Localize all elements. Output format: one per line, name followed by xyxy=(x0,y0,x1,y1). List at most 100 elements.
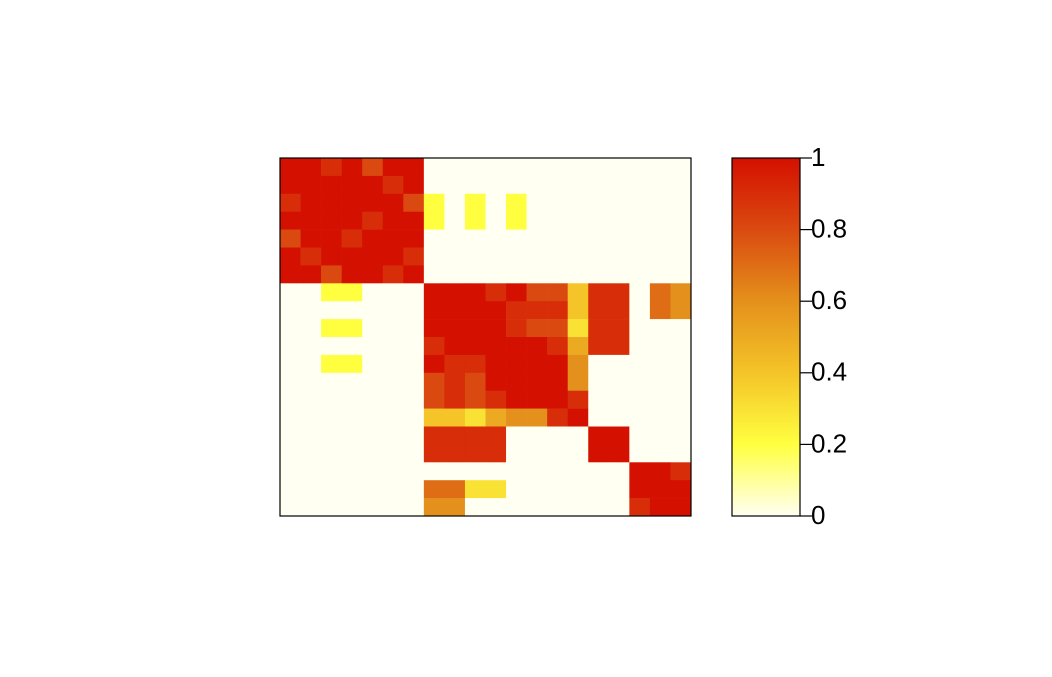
heatmap-cell xyxy=(341,372,363,391)
heatmap-cell xyxy=(629,444,651,463)
heatmap-cell xyxy=(403,372,425,391)
heatmap-cell xyxy=(444,337,466,356)
heatmap-cell xyxy=(547,175,568,195)
heatmap-cell xyxy=(547,193,568,212)
heatmap-cell xyxy=(382,462,404,481)
heatmap-cell xyxy=(341,354,363,374)
heatmap-cell xyxy=(341,408,363,427)
heatmap-cell xyxy=(608,193,630,212)
heatmap-cell xyxy=(362,337,384,356)
heatmap-cell xyxy=(321,211,342,230)
heatmap-cell xyxy=(300,390,322,409)
heatmap-cell xyxy=(382,283,404,302)
heatmap-cell xyxy=(423,211,445,230)
colorbar-tick-label: 0.6 xyxy=(811,285,847,315)
heatmap-cell xyxy=(423,372,445,391)
heatmap-cell xyxy=(321,498,342,517)
heatmap-cell xyxy=(608,390,630,409)
heatmap-cell xyxy=(608,211,630,230)
heatmap-cell xyxy=(464,301,486,320)
heatmap-cell xyxy=(423,283,445,302)
heatmap-cell xyxy=(567,247,589,266)
heatmap-cell xyxy=(588,372,610,391)
heatmap-cell xyxy=(526,265,548,284)
heatmap-cell xyxy=(464,390,486,409)
heatmap-cells xyxy=(280,158,692,517)
heatmap-cell xyxy=(588,301,610,320)
heatmap-cell xyxy=(547,480,568,499)
heatmap-cell xyxy=(629,319,651,338)
heatmap-cell xyxy=(444,480,466,499)
heatmap-cell xyxy=(567,444,589,463)
heatmap-cell xyxy=(567,337,589,356)
heatmap-cell xyxy=(588,426,610,445)
heatmap-cell xyxy=(300,193,322,212)
heatmap-cell xyxy=(464,265,486,284)
heatmap-cell xyxy=(280,211,301,230)
heatmap-cell xyxy=(588,283,610,302)
heatmap-cell xyxy=(423,319,445,338)
heatmap-cell xyxy=(341,426,363,445)
heatmap-cell xyxy=(321,354,342,374)
heatmap-cell xyxy=(464,158,486,177)
heatmap-cell xyxy=(300,372,322,391)
heatmap-cell xyxy=(444,408,466,427)
heatmap-cell xyxy=(403,498,425,517)
heatmap-cell xyxy=(280,372,301,391)
heatmap-cell xyxy=(423,229,445,248)
heatmap-cell xyxy=(526,354,548,374)
heatmap-cell xyxy=(526,283,548,302)
heatmap-cell xyxy=(629,265,651,284)
heatmap-cell xyxy=(649,354,671,374)
heatmap-cell xyxy=(362,498,384,517)
heatmap-cell xyxy=(382,158,404,177)
heatmap-cell xyxy=(670,337,692,356)
heatmap-cell xyxy=(608,175,630,195)
heatmap-cell xyxy=(506,354,527,374)
heatmap-cell xyxy=(649,426,671,445)
heatmap-cell xyxy=(403,426,425,445)
heatmap-cell xyxy=(526,408,548,427)
heatmap-cell xyxy=(547,283,568,302)
heatmap-cell xyxy=(444,193,466,212)
heatmap-cell xyxy=(649,444,671,463)
heatmap-cell xyxy=(280,229,301,248)
heatmap-cell xyxy=(629,211,651,230)
heatmap-cell xyxy=(506,390,527,409)
heatmap-cell xyxy=(485,265,507,284)
heatmap-cell xyxy=(280,158,301,177)
heatmap-cell xyxy=(588,265,610,284)
heatmap-cell xyxy=(547,372,568,391)
heatmap-cell xyxy=(341,480,363,499)
heatmap-cell xyxy=(280,426,301,445)
heatmap-cell xyxy=(485,408,507,427)
heatmap-cell xyxy=(567,301,589,320)
heatmap-cell xyxy=(547,158,568,177)
heatmap-cell xyxy=(485,301,507,320)
heatmap-cell xyxy=(464,480,486,499)
heatmap-cell xyxy=(444,247,466,266)
heatmap-cell xyxy=(280,175,301,195)
heatmap-cell xyxy=(526,247,548,266)
heatmap-cell xyxy=(382,426,404,445)
heatmap-cell xyxy=(341,337,363,356)
heatmap-cell xyxy=(321,462,342,481)
heatmap-cell xyxy=(321,408,342,427)
heatmap-cell xyxy=(588,498,610,517)
heatmap-cell xyxy=(444,158,466,177)
heatmap-cell xyxy=(300,480,322,499)
heatmap-cell xyxy=(629,372,651,391)
heatmap-cell xyxy=(382,193,404,212)
heatmap-cell xyxy=(526,175,548,195)
heatmap-cell xyxy=(670,426,692,445)
heatmap-cell xyxy=(567,158,589,177)
heatmap-cell xyxy=(547,265,568,284)
heatmap-cell xyxy=(588,247,610,266)
colorbar-tick-label: 0 xyxy=(811,500,825,530)
heatmap-cell xyxy=(444,229,466,248)
heatmap-cell xyxy=(670,247,692,266)
heatmap-cell xyxy=(567,319,589,338)
heatmap-cell xyxy=(444,283,466,302)
heatmap-cell xyxy=(382,498,404,517)
